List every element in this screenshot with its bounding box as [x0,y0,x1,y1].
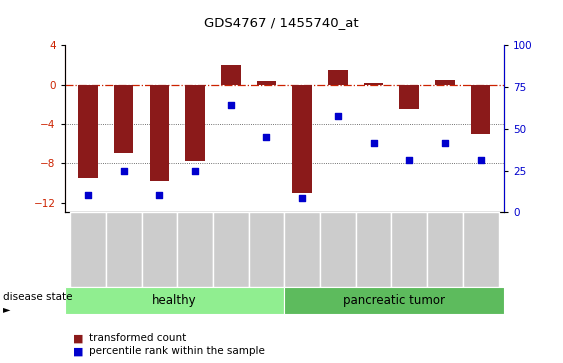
Point [298,195,307,201]
Text: ■: ■ [73,333,84,343]
Point [369,140,378,146]
Bar [78,85,98,178]
Text: healthy: healthy [152,294,197,307]
Point [190,168,199,174]
Bar [221,65,240,85]
Bar [463,212,498,287]
Point [83,192,92,197]
Bar [292,85,312,193]
Bar [328,70,348,85]
Point [119,168,128,174]
Point [440,140,449,146]
Bar [400,85,419,109]
Point [155,192,164,197]
Bar [65,287,284,314]
Bar [257,81,276,85]
Point [333,113,342,119]
Bar [114,85,133,154]
Bar [177,212,213,287]
Bar [213,212,249,287]
Point [476,157,485,163]
Bar [185,85,205,161]
Text: GDS4767 / 1455740_at: GDS4767 / 1455740_at [204,16,359,29]
Bar [435,80,455,85]
Text: transformed count: transformed count [89,333,186,343]
Text: ►: ► [3,305,10,314]
Bar [356,212,391,287]
Bar [284,287,504,314]
Bar [249,212,284,287]
Bar [70,212,106,287]
Point [262,134,271,139]
Text: pancreatic tumor: pancreatic tumor [343,294,445,307]
Bar [391,212,427,287]
Bar [364,83,383,85]
Point [226,102,235,108]
Bar [106,212,141,287]
Text: ■: ■ [73,346,84,356]
Text: disease state: disease state [3,292,72,302]
Bar [427,212,463,287]
Bar [150,85,169,181]
Bar [284,212,320,287]
Bar [320,212,356,287]
Point [405,157,414,163]
Bar [141,212,177,287]
Text: percentile rank within the sample: percentile rank within the sample [89,346,265,356]
Bar [471,85,490,134]
